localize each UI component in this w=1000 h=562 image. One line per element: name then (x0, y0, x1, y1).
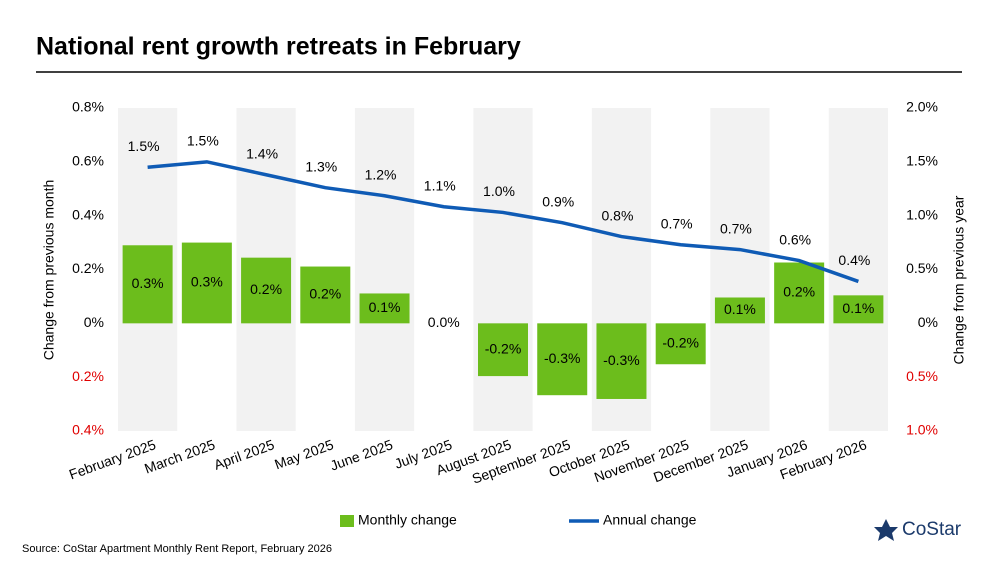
y2-tick-label: 0.5% (906, 260, 938, 276)
bar (300, 266, 351, 324)
line-value-label: 1.5% (128, 138, 160, 154)
y2-tick-label: 1.5% (906, 153, 938, 169)
legend-label: Monthly change (358, 512, 457, 528)
x-tick-label: June 2025 (328, 436, 395, 473)
line-value-label: 0.7% (720, 220, 752, 236)
bar-value-label: 0.0% (428, 314, 460, 330)
band-shade (828, 108, 888, 431)
legend-label: Annual change (603, 512, 697, 528)
line-value-label: 1.0% (483, 183, 515, 199)
bar (774, 262, 825, 324)
line-value-label: 1.3% (305, 158, 337, 174)
y-axis-title: Change from previous month (41, 180, 57, 361)
x-tick-label: February 2025 (67, 436, 158, 482)
line-value-label: 0.6% (779, 231, 811, 247)
bar (655, 323, 706, 365)
bar (596, 323, 647, 399)
logo: CoStar (874, 519, 962, 541)
y2-tick-label: 2.0% (906, 99, 938, 115)
x-tick-label: April 2025 (212, 436, 277, 473)
y2-axis-title: Change from previous year (951, 195, 967, 364)
bar-value-label: 0.1% (724, 301, 756, 317)
y-tick-label: 0.6% (72, 153, 104, 169)
y2-tick-label: 1.0% (906, 206, 938, 222)
line-value-label: 0.9% (542, 193, 574, 209)
bar (241, 257, 292, 324)
line-value-label: 1.4% (246, 145, 278, 161)
bar (833, 295, 884, 324)
bar-value-label: 0.2% (783, 284, 815, 300)
legend-swatch (340, 515, 354, 527)
y-tick-label: 0.4% (72, 206, 104, 222)
bar-value-label: -0.2% (662, 334, 699, 350)
y2-tick-label: 1.0% (906, 422, 938, 438)
y2-tick-label: 0% (918, 314, 938, 330)
logo-text: CoStar (902, 519, 962, 540)
y-tick-label: 0.2% (72, 368, 104, 384)
bar (537, 323, 588, 396)
bar-value-label: 0.1% (842, 300, 874, 316)
line-value-label: 0.7% (661, 215, 693, 231)
bar (478, 323, 528, 377)
chart-title: National rent growth retreats in Februar… (36, 33, 521, 61)
plot: 0.3% 0.3% 0.2% 0.2% 0.1% 0.0% -0.2% -0.3% -0.3% -… (118, 108, 888, 431)
bar-value-label: -0.2% (485, 340, 522, 356)
y-tick-label: 0.8% (72, 99, 104, 115)
y-tick-label: 0.4% (72, 422, 104, 438)
bar-value-label: -0.3% (544, 350, 581, 366)
line-value-label: 1.2% (365, 166, 397, 182)
bar (181, 242, 232, 324)
band-shade (710, 108, 770, 431)
line-value-label: 0.8% (602, 207, 634, 223)
bar-value-label: 0.3% (191, 274, 223, 290)
legend: Monthly change Annual change (340, 512, 697, 528)
y-tick-label: 0% (84, 314, 104, 330)
logo-icon (874, 519, 898, 541)
band-shade (473, 108, 533, 431)
line-value-label: 1.5% (187, 133, 219, 149)
line-value-label: 0.4% (838, 252, 870, 268)
source: Source: CoStar Apartment Monthly Rent Re… (22, 543, 332, 555)
bar-value-label: 0.2% (309, 286, 341, 302)
bar (122, 245, 173, 324)
bar-value-label: 0.3% (132, 275, 164, 291)
bar-value-label: -0.3% (603, 352, 640, 368)
line-value-label: 1.1% (424, 177, 456, 193)
bar (359, 293, 410, 324)
bar-value-label: 0.2% (250, 281, 282, 297)
bar-value-label: 0.1% (369, 299, 401, 315)
line (147, 160, 859, 284)
y2-tick-label: 0.5% (906, 368, 938, 384)
bar (714, 297, 765, 324)
x-tick-label: May 2025 (272, 436, 335, 472)
y-tick-label: 0.2% (72, 260, 104, 276)
band-shade (354, 108, 415, 431)
